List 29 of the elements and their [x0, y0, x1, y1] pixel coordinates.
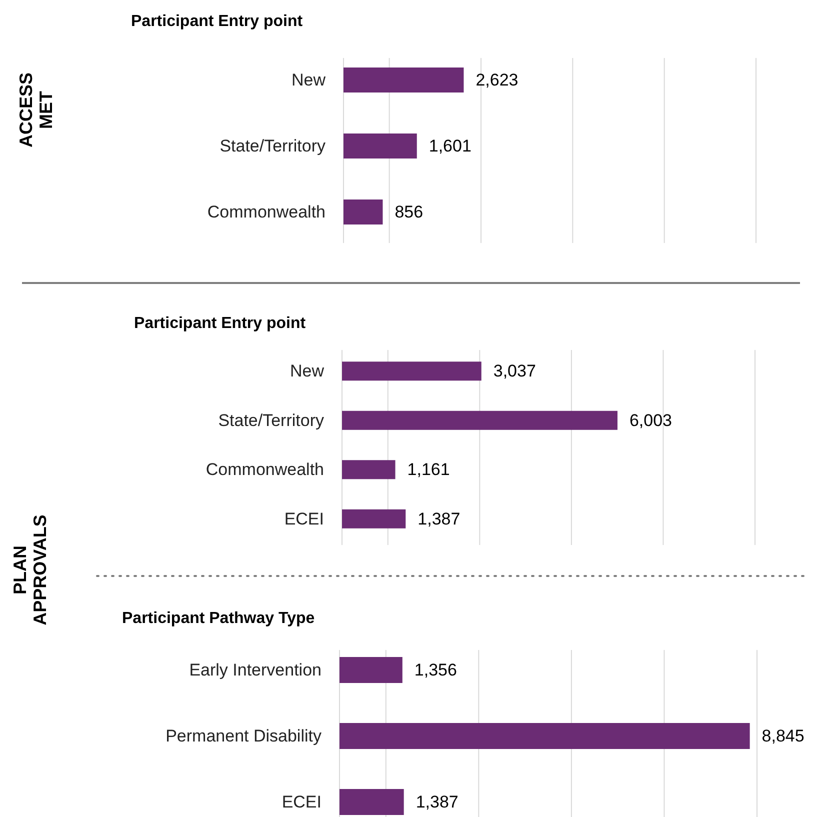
data-label: 1,387 — [416, 792, 458, 812]
bar — [342, 410, 618, 430]
data-label: 2,623 — [476, 70, 518, 90]
y-tick-label: ECEI — [284, 509, 324, 528]
data-label: 856 — [394, 202, 424, 222]
chart-title: Participant Pathway Type — [122, 610, 315, 627]
chart-title: Participant Entry point — [131, 13, 304, 30]
y-tick-label: Commonwealth — [207, 202, 326, 222]
bar — [342, 509, 406, 528]
data-label: 1,356 — [414, 660, 457, 680]
y-tick-label: State/Territory — [218, 410, 324, 430]
y-tick-label: State/Territory — [220, 136, 326, 156]
y-tick-label: ECEI — [282, 792, 322, 812]
data-label: 6,003 — [629, 410, 672, 430]
data-label: 1,387 — [418, 509, 460, 528]
text: PLAN APPROVALS — [10, 514, 50, 626]
bar — [342, 362, 482, 381]
y-tick-label: New — [291, 70, 326, 90]
data-label: 1,161 — [407, 460, 450, 480]
data-label: 1,601 — [428, 136, 472, 156]
y-tick-label: New — [290, 362, 325, 381]
data-label: 3,037 — [493, 362, 536, 381]
y-tick-label: Permanent Disability — [166, 726, 322, 746]
y-tick-label: Commonwealth — [206, 460, 324, 480]
bar — [342, 460, 396, 480]
data-label: 8,845 — [762, 726, 804, 746]
text: ACCESS MET — [16, 72, 56, 148]
chart-title: Participant Entry point — [134, 315, 306, 332]
y-tick-label: Early Intervention — [189, 660, 322, 680]
